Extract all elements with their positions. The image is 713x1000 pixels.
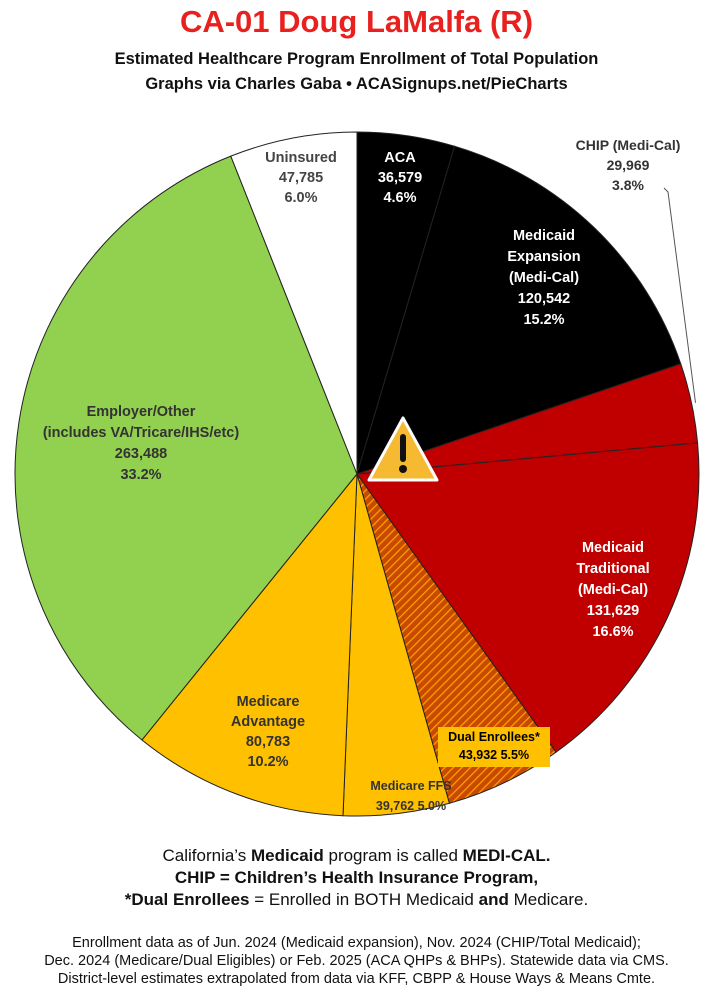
slice-label-uninsured: Uninsured 47,785 6.0% <box>265 150 337 206</box>
medical-note-2: CHIP = Children’s Health Insurance Progr… <box>174 868 539 887</box>
chart-subtitle: Estimated Healthcare Program Enrollment … <box>114 50 599 68</box>
pie-chart: ACA 36,579 4.6% Medicaid Expansion (Medi-Cal)… <box>14 131 700 817</box>
footer-line-3: District-level estimates extrapolated fr… <box>57 971 656 987</box>
pie-slice-uninsured <box>230 131 358 475</box>
pie-slice-medicaid-expansion-medi-cal <box>356 145 682 475</box>
medical-note-3: *Dual Enrollees = Enrolled in BOTH Medic… <box>124 890 589 909</box>
chart-title: CA-01 Doug LaMalfa (R) <box>179 4 534 39</box>
chip-leader-line <box>663 187 697 403</box>
pie-slice-medicare-advantage <box>141 472 358 817</box>
footer-line-1: Enrollment data as of Jun. 2024 (Medicai… <box>72 935 641 951</box>
dual-enrollees-label-box <box>438 727 550 767</box>
slice-label-medicare-ffs: Medicare FFS 39,762 5.0% <box>370 779 451 813</box>
slice-label-medicaid-expansion-medi-cal: Medicaid Expansion (Medi-Cal) 120,542 15.2% <box>507 228 580 328</box>
footer-line-2: Dec. 2024 (Medicare/Dual Eligibles) or F… <box>44 953 669 969</box>
chart-credit: Graphs via Charles Gaba • ACASignups.net… <box>145 75 568 93</box>
warning-triangle-icon <box>367 416 439 482</box>
slice-label-dual-enrollees: Dual Enrollees* 43,932 5.5% <box>448 730 540 762</box>
slice-label-aca: ACA 36,579 4.6% <box>378 150 422 206</box>
slice-label-medicare-advantage: Medicare Advantage 80,783 10.2% <box>231 694 305 770</box>
slice-label-employer-other-includes-va-tricare-ihs-etc: Employer/Other (includes VA/Tricare/IHS/e… <box>43 404 240 483</box>
pie-slice-employer-other-includes-va-tricare-ihs-etc <box>14 155 358 741</box>
medical-note-1: California’s Medicaid program is called … <box>162 846 551 865</box>
pie-slice-medicaid-traditional-medi-cal <box>356 442 700 753</box>
slice-label-chip-medi-cal: CHIP (Medi-Cal) 29,969 3.8% <box>576 137 681 193</box>
slice-label-medicaid-traditional-medi-cal: Medicaid Traditional (Medi-Cal) 131,629 16.6… <box>576 540 649 640</box>
